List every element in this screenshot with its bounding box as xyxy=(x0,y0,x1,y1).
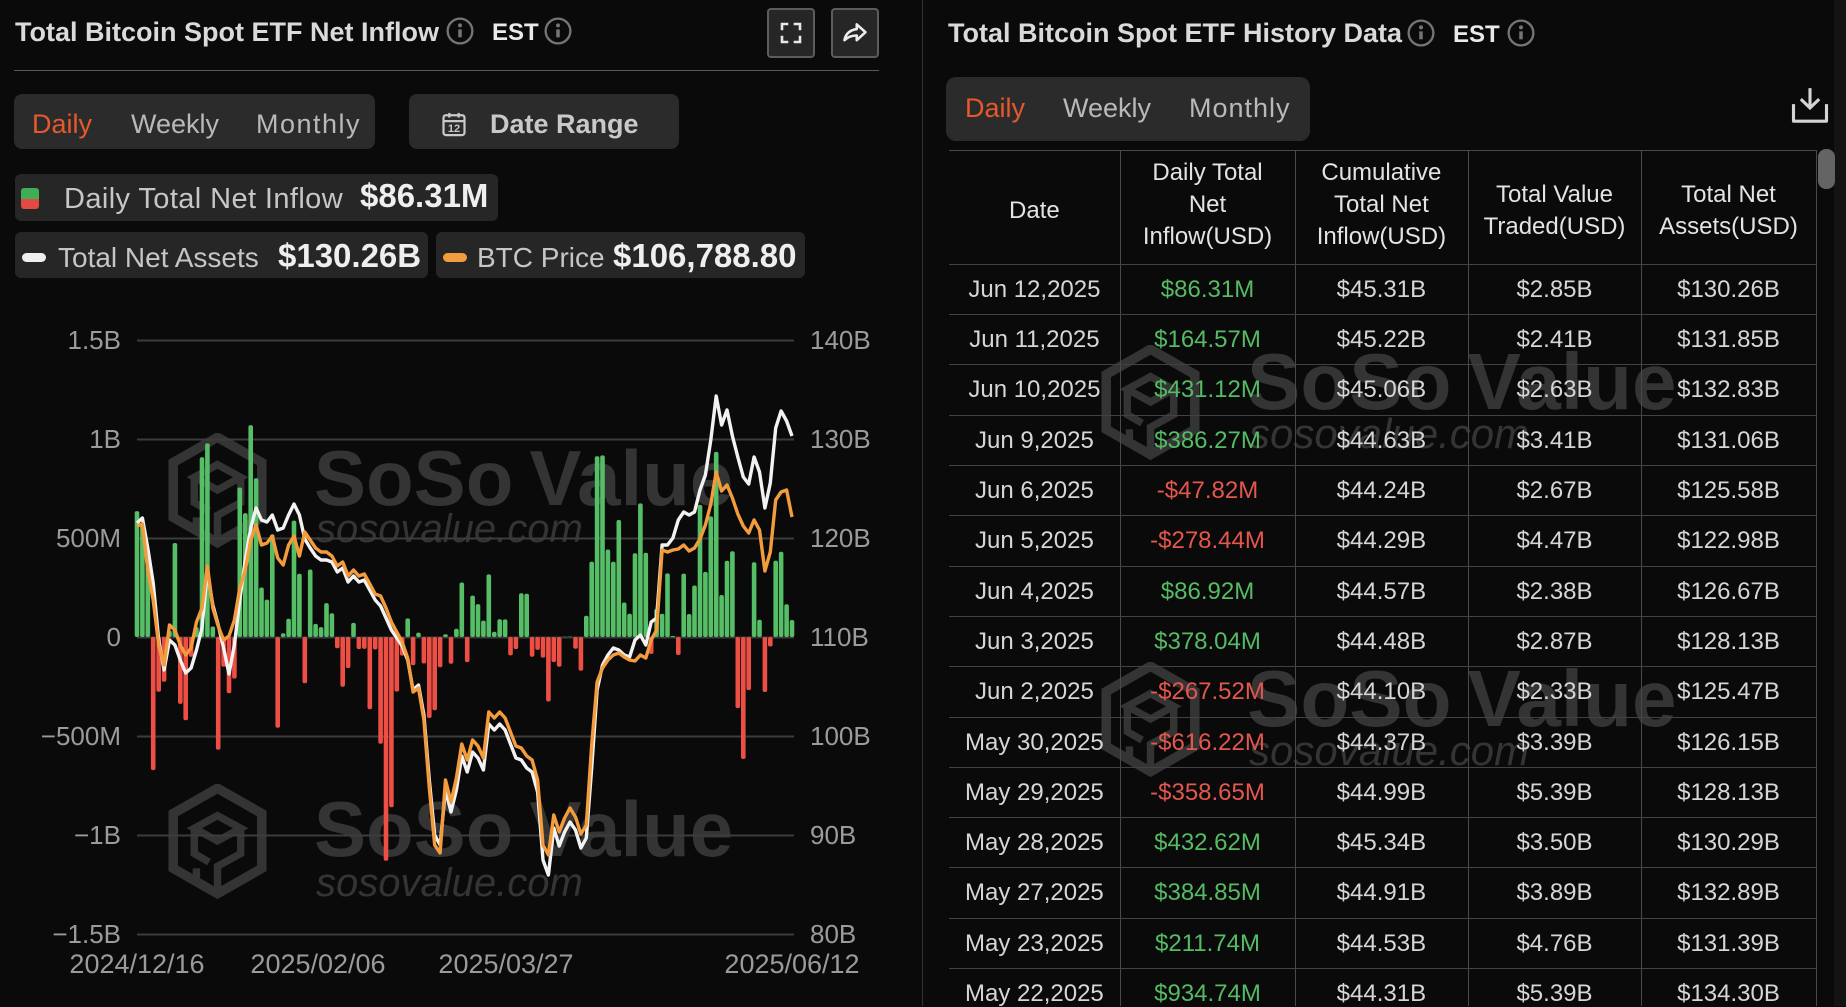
svg-text:2025/06/12: 2025/06/12 xyxy=(724,949,859,979)
svg-text:−1B: −1B xyxy=(74,820,121,850)
svg-text:2025/02/06: 2025/02/06 xyxy=(250,949,385,979)
svg-text:2025/03/27: 2025/03/27 xyxy=(438,949,573,979)
svg-text:12: 12 xyxy=(448,123,460,135)
svg-text:−500M: −500M xyxy=(41,721,121,751)
svg-text:−1.5B: −1.5B xyxy=(52,919,121,949)
svg-text:0: 0 xyxy=(107,622,121,652)
svg-text:1B: 1B xyxy=(89,424,121,454)
svg-text:110B: 110B xyxy=(810,622,869,652)
svg-text:80B: 80B xyxy=(810,919,856,949)
svg-text:500M: 500M xyxy=(56,523,121,553)
svg-text:120B: 120B xyxy=(810,523,871,553)
svg-text:100B: 100B xyxy=(810,721,871,751)
svg-text:140B: 140B xyxy=(810,325,871,355)
svg-text:2024/12/16: 2024/12/16 xyxy=(69,949,204,979)
svg-text:130B: 130B xyxy=(810,424,871,454)
svg-text:90B: 90B xyxy=(810,820,856,850)
svg-text:1.5B: 1.5B xyxy=(68,325,122,355)
